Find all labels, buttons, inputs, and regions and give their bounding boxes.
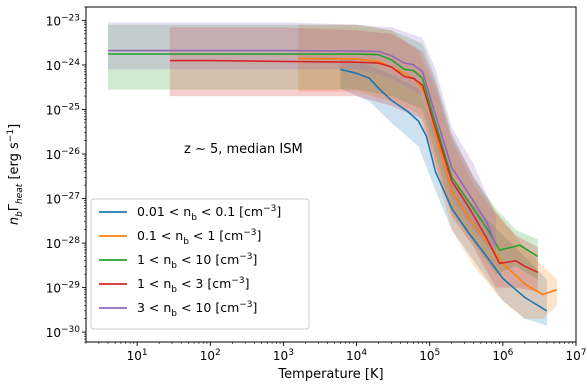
legend: 0.01 < nb < 0.1 [cm−3] 0.1 < nb < 1 [cm−3…	[90, 198, 310, 330]
x-tick-label: 101	[127, 348, 148, 363]
y-tick-label: 10−30	[46, 325, 81, 340]
band-series-5	[108, 22, 496, 257]
y-tick-label: 10−29	[46, 281, 81, 296]
y-axis-ticks: 10−30 10−29 10−28 10−27 10−26 10−25 10−24 10−23	[46, 6, 86, 343]
band-series-4	[169, 27, 538, 292]
legend-entry-4: 1 < nb < 3 [cm−3]	[137, 276, 249, 295]
band-series-2	[298, 24, 557, 319]
x-axis-ticks: 101 102 103 104 105 106 107	[85, 342, 587, 363]
legend-entry-2: 0.1 < nb < 1 [cm−3]	[137, 228, 261, 247]
x-tick-label: 107	[565, 348, 586, 363]
legend-entry-5: 3 < nb < 10 [cm−3]	[137, 300, 257, 319]
line-series-3	[108, 53, 539, 258]
y-tick-label: 10−24	[46, 58, 81, 73]
x-tick-label: 102	[200, 348, 221, 363]
legend-box	[90, 198, 310, 330]
series-lines	[108, 49, 558, 312]
x-tick-label: 104	[346, 348, 367, 363]
band-series-3	[108, 24, 538, 280]
x-axis-label: Temperature [K]	[277, 367, 383, 382]
x-tick-label: 105	[419, 348, 440, 363]
y-tick-label: 10−28	[46, 236, 81, 251]
y-tick-label: 10−27	[46, 192, 80, 207]
y-tick-label: 10−23	[46, 13, 80, 28]
line-series-1	[340, 68, 548, 312]
y-tick-label: 10−25	[46, 102, 80, 117]
x-tick-label: 103	[273, 348, 294, 363]
chart-annotation: z ∼ 5, median ISM	[184, 142, 303, 157]
line-series-4	[169, 59, 539, 274]
line-series-5	[108, 49, 497, 246]
x-tick-label: 106	[492, 348, 513, 363]
legend-entry-3: 1 < nb < 10 [cm−3]	[137, 252, 257, 271]
legend-entry-1: 0.01 < nb < 0.1 [cm−3]	[137, 204, 281, 223]
line-series-2	[298, 57, 558, 296]
y-tick-label: 10−26	[46, 147, 81, 162]
y-axis-label: nbΓheat [erg s−1]	[6, 124, 25, 225]
plot-frame	[85, 6, 577, 343]
